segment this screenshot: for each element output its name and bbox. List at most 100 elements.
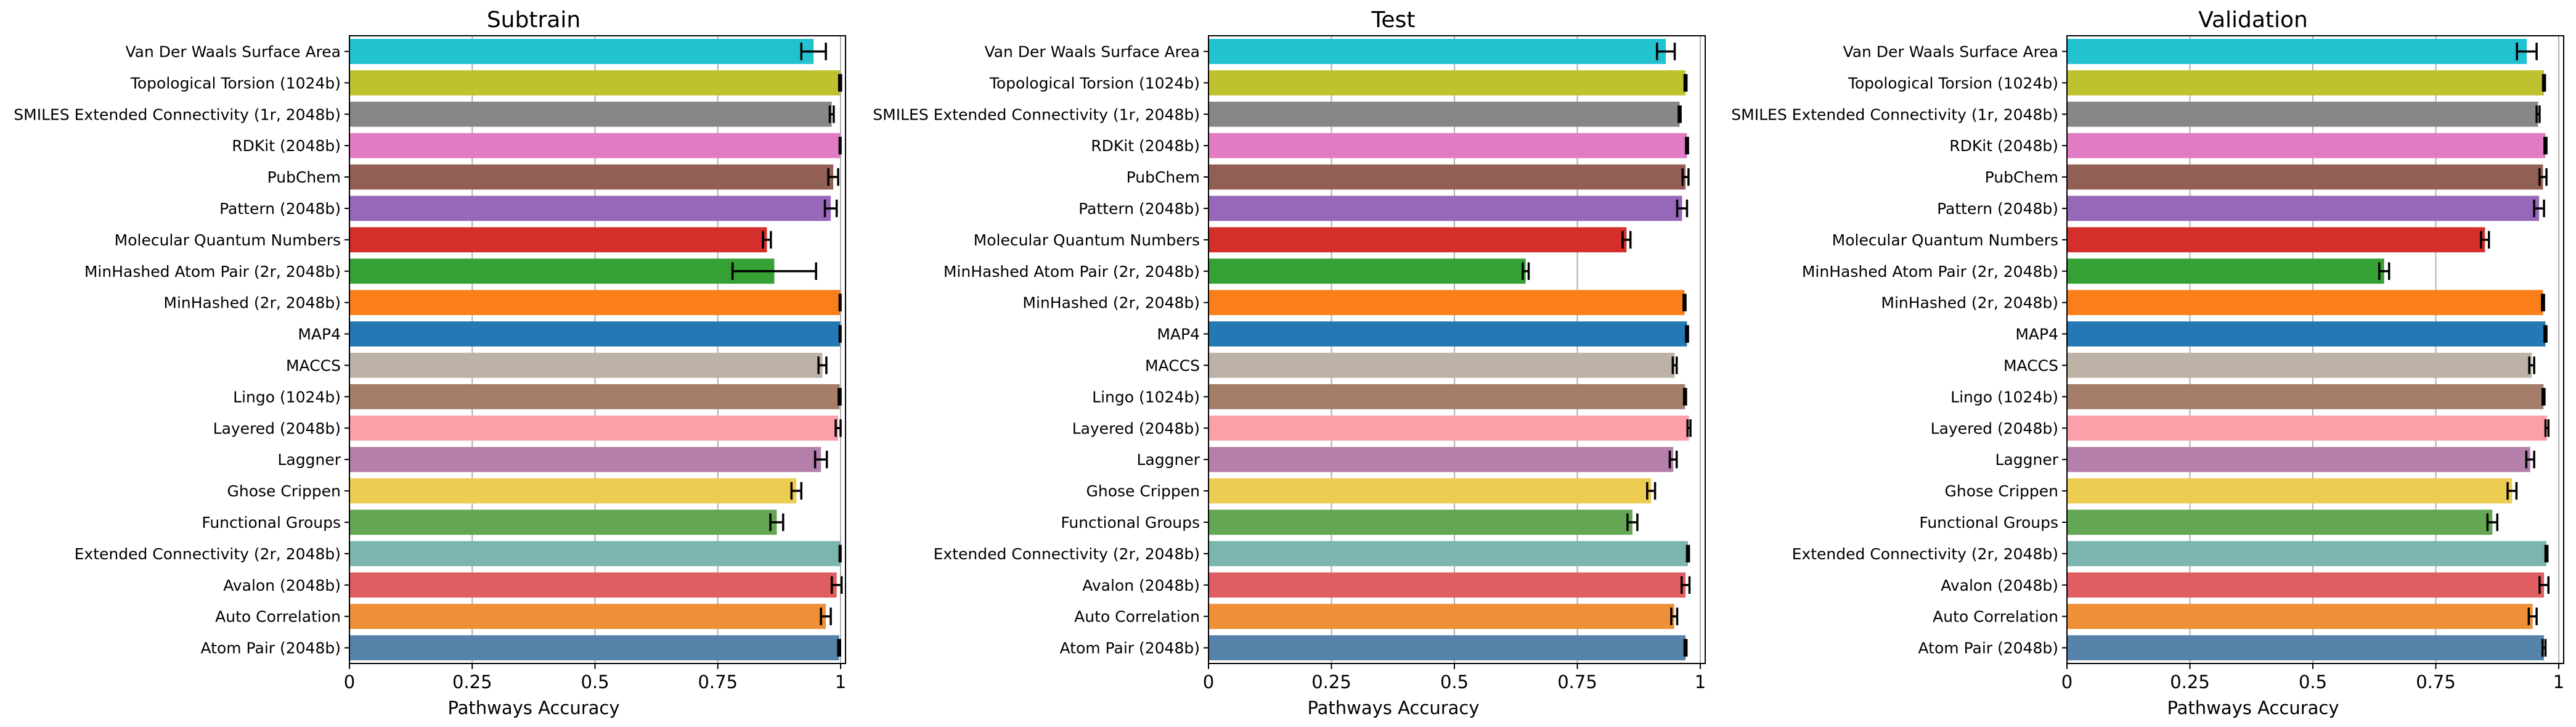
subtrain-category-label-11: Lingo (1024b) (233, 388, 341, 406)
validation-category-label-6: Molecular Quantum Numbers (1832, 231, 2058, 249)
subtrain-bar-19 (349, 635, 839, 660)
test-bar-10 (1209, 353, 1675, 378)
validation-title: Validation (2198, 7, 2308, 33)
validation-bars (2067, 39, 2550, 660)
test-category-label-1: Topological Torsion (1024b) (989, 74, 1200, 92)
test-bars (1209, 39, 1692, 660)
test-category-label-13: Laggner (1137, 451, 1200, 469)
test-bar-8 (1209, 290, 1685, 316)
subtrain-bar-2 (349, 101, 832, 127)
validation-category-label-17: Avalon (2048b) (1941, 577, 2058, 594)
test-category-label-17: Avalon (2048b) (1082, 577, 1200, 594)
subtrain-bar-8 (349, 290, 841, 316)
subtrain-category-label-19: Atom Pair (2048b) (200, 639, 341, 657)
test-bar-14 (1209, 478, 1652, 504)
subtrain-bar-18 (349, 604, 826, 630)
validation-bar-12 (2067, 415, 2547, 441)
test-bar-18 (1209, 604, 1674, 630)
subtrain-xlabel: Pathways Accuracy (447, 697, 619, 718)
test-bar-3 (1209, 133, 1687, 158)
subtrain-bar-16 (349, 541, 841, 567)
subtrain-category-label-6: Molecular Quantum Numbers (115, 231, 341, 249)
subtrain-category-label-18: Auto Correlation (215, 608, 341, 626)
validation-bar-16 (2067, 541, 2547, 567)
validation-bar-14 (2067, 478, 2513, 504)
subtrain-category-label-10: MACCS (286, 356, 341, 374)
subtrain-category-label-5: Pattern (2048b) (219, 200, 341, 218)
subtrain-category-label-15: Functional Groups (202, 514, 341, 532)
validation-bar-4 (2067, 164, 2543, 190)
test-bar-17 (1209, 572, 1686, 598)
test-category-label-19: Atom Pair (2048b) (1059, 639, 1200, 657)
test-xlabel: Pathways Accuracy (1307, 697, 1479, 718)
subtrain-category-label-1: Topological Torsion (1024b) (130, 74, 341, 92)
subtrain-bar-9 (349, 321, 841, 347)
test-category-label-7: MinHashed Atom Pair (2r, 2048b) (944, 263, 1200, 281)
validation-panel: Validation Pathways Accuracy Van Der Waa… (1731, 7, 2564, 718)
subtrain-bar-11 (349, 384, 840, 409)
validation-category-label-11: Lingo (1024b) (1950, 388, 2058, 406)
subtrain-category-label-12: Layered (2048b) (213, 419, 341, 437)
test-category-label-16: Extended Connectivity (2r, 2048b) (934, 545, 1200, 563)
validation-axes-frame (2066, 35, 2564, 664)
validation-bar-10 (2067, 353, 2532, 378)
test-category-label-2: SMILES Extended Connectivity (1r, 2048b) (873, 105, 1200, 123)
subtrain-category-label-14: Ghose Crippen (227, 482, 341, 500)
test-category-label-12: Layered (2048b) (1072, 419, 1200, 437)
validation-category-label-7: MinHashed Atom Pair (2r, 2048b) (1802, 263, 2058, 281)
validation-category-label-5: Pattern (2048b) (1937, 200, 2058, 218)
test-axes-frame (1208, 35, 1706, 664)
subtrain-xtick-label-0: 0 (344, 672, 355, 692)
validation-xtick-label-1: 0.25 (2170, 672, 2210, 692)
subtrain-bar-4 (349, 164, 834, 190)
subtrain-bar-14 (349, 478, 797, 504)
test-bar-11 (1209, 384, 1685, 409)
subtrain-xtick-label-2: 0.5 (581, 672, 609, 692)
test-category-label-5: Pattern (2048b) (1078, 200, 1200, 218)
subtrain-category-label-17: Avalon (2048b) (223, 577, 341, 594)
test-xtick-label-4: 1 (1695, 672, 1706, 692)
validation-bar-7 (2067, 258, 2384, 284)
test-xtick-label-0: 0 (1203, 672, 1214, 692)
test-category-label-4: PubChem (1127, 168, 1200, 186)
subtrain-bar-15 (349, 509, 777, 535)
validation-bar-19 (2067, 635, 2545, 660)
validation-bar-8 (2067, 290, 2543, 316)
subtrain-category-label-2: SMILES Extended Connectivity (1r, 2048b) (14, 105, 341, 123)
validation-bar-13 (2067, 446, 2530, 472)
subtrain-xtick-label-4: 1 (835, 672, 846, 692)
validation-xtick-label-0: 0 (2061, 672, 2073, 692)
validation-category-label-12: Layered (2048b) (1931, 419, 2058, 437)
subtrain-category-label-7: MinHashed Atom Pair (2r, 2048b) (84, 263, 341, 281)
validation-bar-2 (2067, 101, 2538, 127)
subtrain-bar-17 (349, 572, 837, 598)
validation-bar-3 (2067, 133, 2546, 158)
validation-bar-18 (2067, 604, 2533, 630)
validation-bar-15 (2067, 509, 2493, 535)
test-bar-15 (1209, 509, 1632, 535)
test-xtick-label-3: 0.75 (1557, 672, 1597, 692)
test-bar-4 (1209, 164, 1686, 190)
validation-category-label-9: MAP4 (2015, 326, 2058, 343)
validation-category-label-10: MACCS (2003, 356, 2058, 374)
test-category-label-3: RDKit (2048b) (1091, 137, 1200, 155)
subtrain-category-label-3: RDKit (2048b) (232, 137, 341, 155)
validation-category-label-2: SMILES Extended Connectivity (1r, 2048b) (1731, 105, 2058, 123)
validation-category-label-13: Laggner (1995, 451, 2059, 469)
validation-bar-17 (2067, 572, 2545, 598)
subtrain-bar-5 (349, 195, 831, 221)
validation-bar-6 (2067, 227, 2485, 253)
test-category-label-15: Functional Groups (1061, 514, 1200, 532)
test-category-label-9: MAP4 (1157, 326, 1200, 343)
test-bar-13 (1209, 446, 1674, 472)
subtrain-xtick-label-1: 0.25 (452, 672, 492, 692)
subtrain-axes-frame (349, 35, 846, 664)
subtrain-category-label-8: MinHashed (2r, 2048b) (163, 294, 341, 312)
test-category-label-8: MinHashed (2r, 2048b) (1022, 294, 1200, 312)
validation-category-label-0: Van Der Waals Surface Area (1843, 43, 2058, 60)
test-category-label-0: Van Der Waals Surface Area (984, 43, 1200, 60)
test-bar-19 (1209, 635, 1686, 660)
test-category-label-11: Lingo (1024b) (1092, 388, 1200, 406)
subtrain-bar-13 (349, 446, 821, 472)
